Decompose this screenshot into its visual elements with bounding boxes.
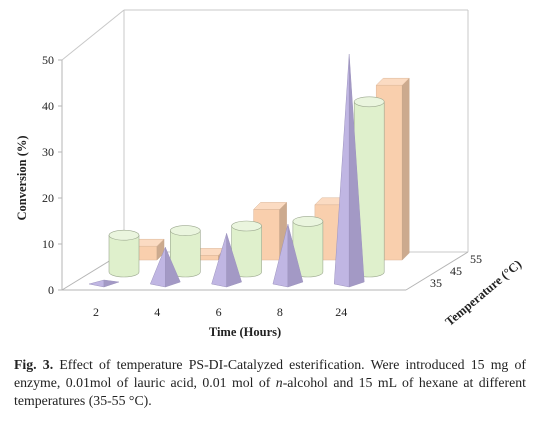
caption-text-1: Effect of temperature PS-DI-Catalyzed es… <box>14 357 527 390</box>
bar-pyramid-35-8 <box>272 224 304 288</box>
y-tick-label: 0 <box>48 283 54 297</box>
bar-pyramid-35-4 <box>149 247 181 288</box>
cylinder-body <box>108 234 140 278</box>
caption-text-2: -alcohol and 15 mL of hexane at differen… <box>14 375 526 408</box>
pyramid-right-face <box>103 279 120 288</box>
side-wall-top-edge <box>61 9 125 61</box>
pyramid-right-face <box>226 233 242 288</box>
pyramid-right-face <box>348 53 365 288</box>
pyramid-right-face <box>287 224 304 288</box>
z-tick-labels: 35 45 55 <box>430 252 482 290</box>
y-tick-labels: 0 10 20 30 40 50 <box>42 53 62 297</box>
y-tick-label: 40 <box>42 99 54 113</box>
box-top-face <box>252 202 288 210</box>
y-axis-title: Conversion (%) <box>15 135 29 220</box>
y-tick-label: 50 <box>42 53 54 67</box>
z-tick-label: 45 <box>450 264 462 278</box>
bar-pyramid-35-2 <box>88 279 120 288</box>
cylinder-top <box>292 216 324 227</box>
y-tick-label: 10 <box>42 237 54 251</box>
caption-label: Fig. 3. <box>14 357 54 372</box>
bar-cylinder-45-2 <box>108 229 140 278</box>
cylinder-top <box>353 96 385 108</box>
cylinder-top <box>108 229 140 241</box>
x-tick-label: 24 <box>335 305 347 319</box>
box-side-face <box>401 77 410 261</box>
x-tick-label: 6 <box>216 305 222 319</box>
pyramid-left-face <box>333 53 350 288</box>
pyramid-right-face <box>165 247 181 288</box>
y-tick-label: 30 <box>42 145 54 159</box>
floor-right-edge <box>405 251 469 291</box>
bar-cylinder-45-8 <box>292 216 324 278</box>
z-tick-label: 55 <box>470 252 482 266</box>
x-tick-label: 8 <box>277 305 283 319</box>
bar-marks <box>88 53 410 288</box>
bar-pyramid-35-6 <box>211 233 242 288</box>
x-axis-title: Time (Hours) <box>209 325 281 339</box>
box-top-face <box>375 77 410 86</box>
figure-caption: Fig. 3. Effect of temperature PS-DI-Cata… <box>14 356 526 410</box>
cylinder-top <box>170 225 201 236</box>
pyramid-left-face <box>88 279 105 288</box>
x-tick-label: 4 <box>154 305 160 319</box>
z-tick-label: 35 <box>430 276 442 290</box>
bar-pyramid-35-24 <box>333 53 365 288</box>
y-tick-label: 20 <box>42 191 54 205</box>
bar-cylinder-45-24 <box>353 96 385 278</box>
caption-italic: n <box>275 375 283 390</box>
x-tick-labels: 2 4 6 8 24 <box>93 305 347 319</box>
x-tick-label: 2 <box>93 305 99 319</box>
cylinder-top <box>231 220 262 232</box>
